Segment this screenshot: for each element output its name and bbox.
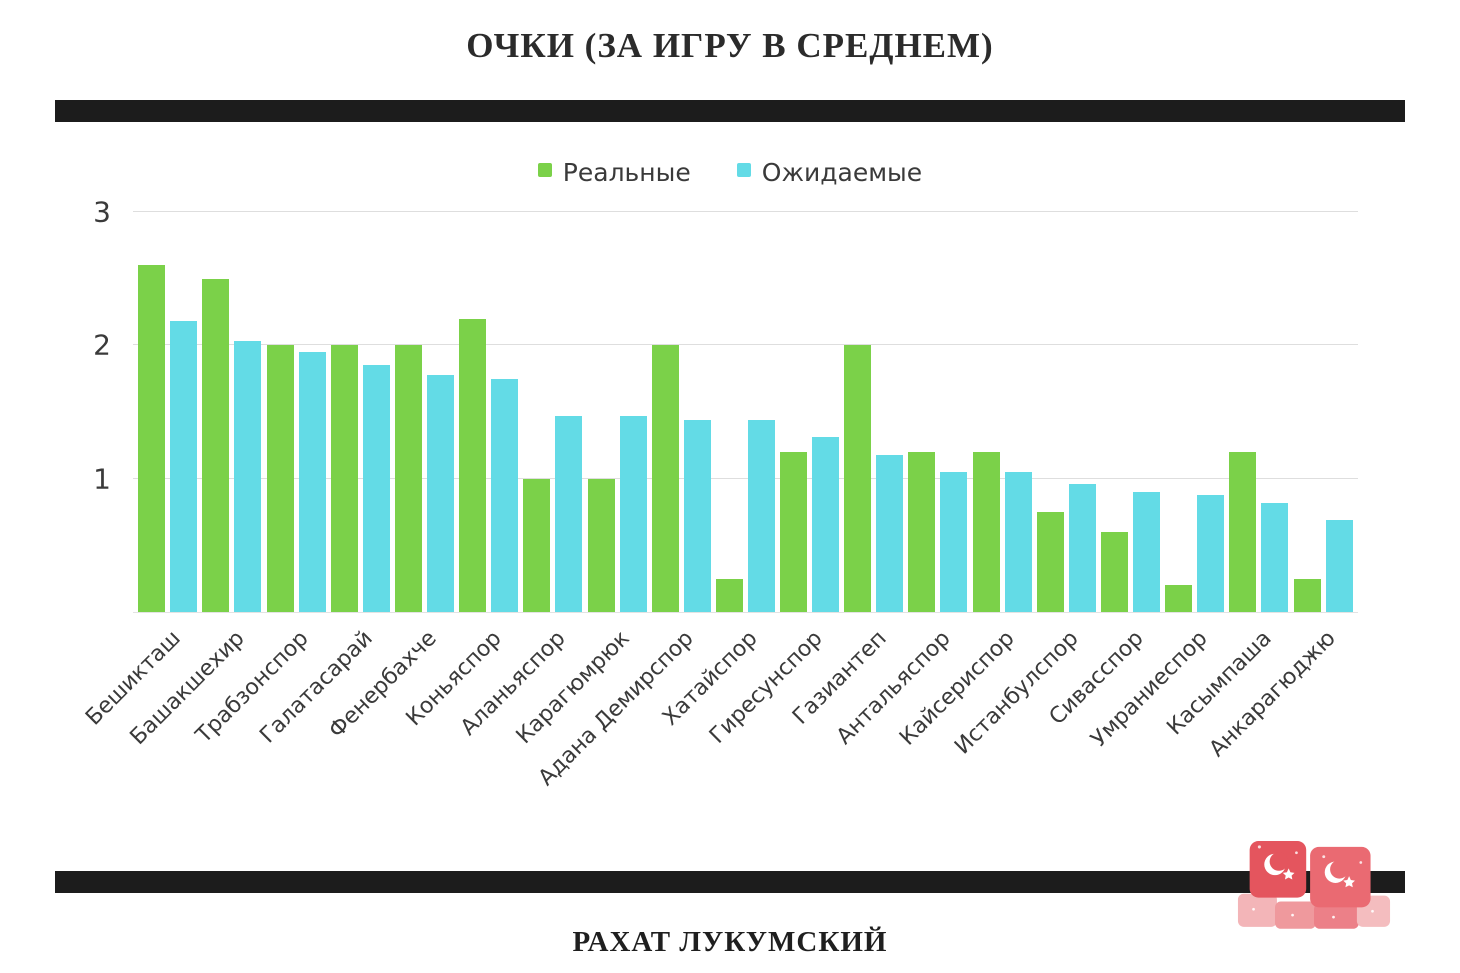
bar-real <box>844 345 872 612</box>
bar-real <box>330 345 358 612</box>
y-tick-label: 3 <box>93 195 111 229</box>
bar-expected <box>683 420 711 612</box>
bar-real <box>138 265 166 612</box>
bar-group: Антальяспор <box>832 212 968 750</box>
y-tick-label: 2 <box>93 328 111 362</box>
bar-group: Бешикташ <box>81 212 198 730</box>
gridline <box>133 477 1358 479</box>
bar-expected <box>619 416 647 612</box>
bar-group: Галатасарай <box>256 212 390 748</box>
bar-expected <box>491 378 519 612</box>
bar-expected <box>1004 472 1032 612</box>
bar-group: Башакшехир <box>125 212 262 750</box>
bar-group: Газиантеп <box>788 212 904 730</box>
legend-swatch-real-icon <box>537 162 552 177</box>
footer-credit: РАХАТ ЛУКУМСКИЙ <box>572 926 888 958</box>
bar-real <box>651 345 679 612</box>
legend-item-expected: Ожидаемые <box>736 158 923 187</box>
bar-real <box>780 452 808 612</box>
bar-expected <box>812 437 840 612</box>
bar-expected <box>1068 484 1096 612</box>
top-divider-bar <box>55 100 1405 122</box>
bar-real <box>523 478 551 612</box>
bar-real <box>202 278 230 612</box>
bar-group: Истанбулспор <box>950 212 1096 759</box>
bar-real <box>1165 585 1193 612</box>
legend-label-expected: Ожидаемые <box>761 158 923 187</box>
bar-real <box>1101 532 1128 612</box>
bar-expected <box>362 365 390 612</box>
bar-group: Гиресунспор <box>704 212 840 749</box>
bar-expected <box>1261 502 1289 612</box>
bottom-divider-bar <box>55 871 1405 893</box>
bar-group: Хатайспор <box>658 212 775 731</box>
bar-expected <box>1197 494 1225 612</box>
bar-real <box>266 345 294 612</box>
bar-expected <box>747 420 775 612</box>
bar-real <box>459 318 487 612</box>
y-tick-label: 1 <box>93 462 111 496</box>
bar-real <box>972 452 1000 612</box>
bar-real <box>1036 512 1064 612</box>
bar-chart: 1 2 3 Бешикташ Башакшехир Трабзонспор Галатас… <box>58 196 1358 791</box>
bar-expected <box>940 472 968 612</box>
legend-swatch-expected-icon <box>736 162 751 177</box>
bar-group: Трабзонспор <box>191 212 326 748</box>
bar-group: Анкарагюджю <box>1205 212 1353 762</box>
bar-real <box>587 478 615 612</box>
bar-expected <box>170 321 198 612</box>
y-axis: 1 2 3 <box>58 196 133 612</box>
legend-label-real: Реальные <box>562 158 691 187</box>
bar-real <box>1293 578 1321 612</box>
gridline <box>133 211 1358 212</box>
bar-group: Фенербахче <box>325 212 454 743</box>
bar-expected <box>1325 520 1353 612</box>
bar-expected <box>1133 492 1160 612</box>
bar-group: Аланьяспор <box>456 212 583 741</box>
bar-real <box>908 452 936 612</box>
bar-real <box>715 578 743 612</box>
bar-expected <box>555 416 583 612</box>
bar-real <box>394 345 422 612</box>
legend-item-real: Реальные <box>537 158 691 187</box>
bar-group: Сивасспор <box>1044 212 1160 730</box>
page-title: ОЧКИ (ЗА ИГРУ В СРЕДНЕМ) <box>466 26 994 65</box>
plot-area: Бешикташ Башакшехир Трабзонспор Галатасарай… <box>81 211 1358 791</box>
bar-expected <box>234 341 262 612</box>
bar-group: Адана Демирспор <box>534 212 711 791</box>
bar-group: Касымпаша <box>1162 212 1289 740</box>
bar-group: Умраниеспор <box>1086 212 1225 752</box>
bar-group: Карагюмрюк <box>512 212 647 749</box>
bar-group: Коньяспор <box>401 212 519 731</box>
gridline <box>133 344 1358 346</box>
bar-expected <box>876 454 904 612</box>
bar-real <box>1229 452 1257 612</box>
bars-layer: Бешикташ Башакшехир Трабзонспор Галатасарай… <box>81 212 1358 791</box>
bar-group: Кайсериспор <box>895 212 1032 751</box>
bar-expected <box>426 374 454 612</box>
bar-expected <box>298 352 326 612</box>
turkish-delight-logo <box>1237 841 1391 929</box>
legend: Реальные Ожидаемые <box>0 158 1460 187</box>
